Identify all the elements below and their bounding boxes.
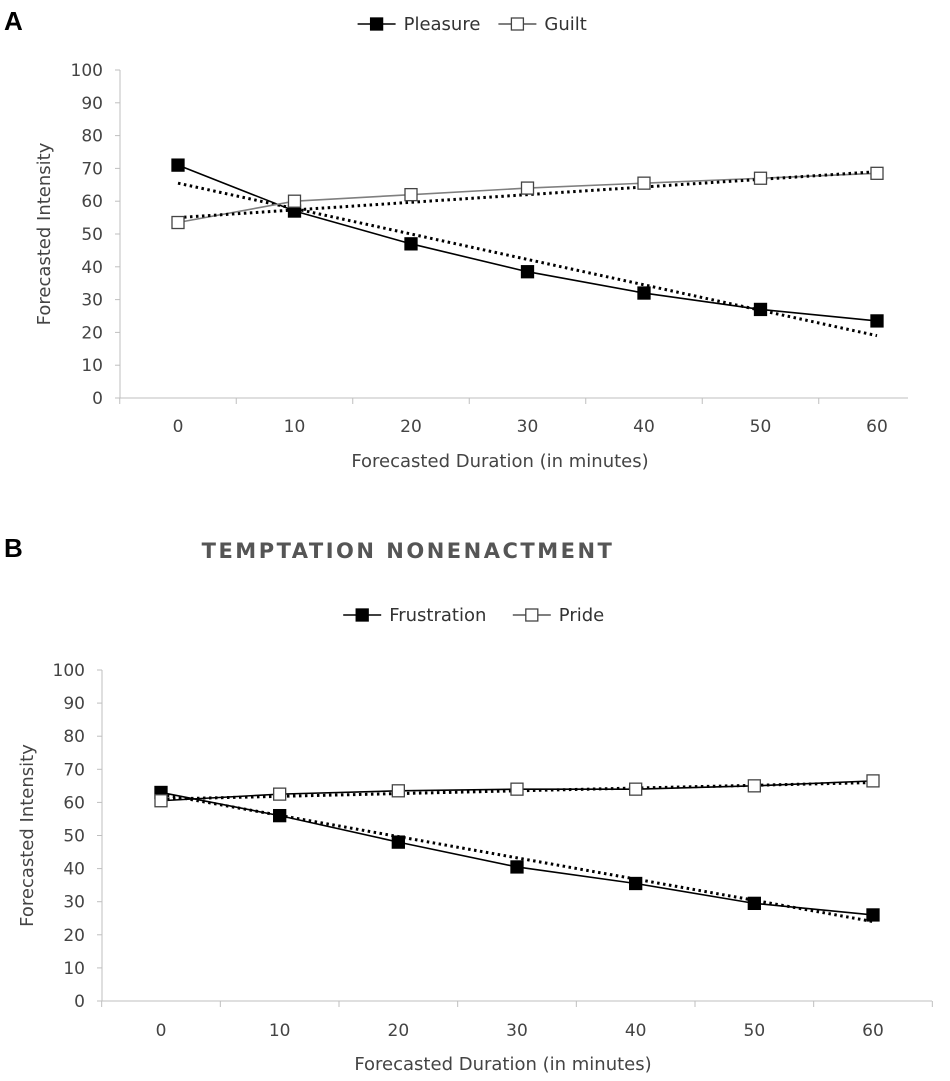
chart-b-series-frustration-point bbox=[391, 835, 405, 849]
chart-b-series-pride-point bbox=[273, 787, 287, 801]
chart-b-x-tick-label: 50 bbox=[744, 1021, 766, 1041]
chart-b-legend-pride-marker bbox=[525, 608, 539, 622]
chart-a-legend-pleasure-marker bbox=[369, 17, 384, 31]
chart-a-series-guilt-point bbox=[287, 194, 302, 208]
chart-b-legend-frustration-label: Frustration bbox=[389, 605, 486, 626]
chart-b-series-pride-point bbox=[391, 784, 405, 798]
chart-b-x-tick-label: 20 bbox=[388, 1021, 410, 1041]
chart-b-y-tick-label: 30 bbox=[63, 893, 85, 913]
chart-a-x-tick-label: 40 bbox=[633, 417, 655, 437]
chart-b-y-axis-title: Forecasted Intensity bbox=[17, 744, 38, 927]
chart-b-series-pride-point bbox=[510, 782, 524, 796]
chart-a-legend-pleasure-label: Pleasure bbox=[404, 14, 481, 35]
chart-b-x-tick-label: 0 bbox=[156, 1021, 167, 1041]
chart-a-x-tick-label: 10 bbox=[284, 417, 306, 437]
chart-b-x-axis-title: Forecasted Duration (in minutes) bbox=[354, 1054, 651, 1075]
chart-a-y-tick-label: 30 bbox=[81, 291, 103, 311]
chart-a-y-tick-label: 50 bbox=[81, 225, 103, 245]
chart-b-series-frustration-point bbox=[866, 908, 880, 922]
chart-a-y-tick-label: 80 bbox=[81, 127, 103, 147]
chart-a-x-tick-label: 50 bbox=[750, 417, 772, 437]
chart-a-series-pleasure-trendline bbox=[177, 181, 878, 338]
chart-b-series-pride-point bbox=[154, 794, 168, 808]
chart-a-x-tick-label: 0 bbox=[173, 417, 184, 437]
chart-a-y-tick-label: 20 bbox=[81, 323, 103, 343]
chart-a-y-tick-label: 10 bbox=[81, 356, 103, 376]
panel-label-a: A bbox=[4, 6, 23, 36]
chart-b-series-pride-point bbox=[866, 774, 880, 788]
chart-b-y-tick-label: 70 bbox=[63, 760, 85, 780]
chart-a-y-tick-label: 0 bbox=[92, 389, 103, 409]
chart-a-series-guilt-point bbox=[404, 187, 418, 202]
chart-a-series-guilt-line bbox=[177, 172, 878, 224]
chart-b-x-tick-label: 30 bbox=[506, 1021, 528, 1041]
chart-b-x-tick-label: 60 bbox=[862, 1021, 884, 1041]
chart-b-series-frustration-point bbox=[510, 860, 524, 874]
chart-a-y-tick-label: 40 bbox=[81, 258, 103, 278]
chart-b-y-tick-label: 10 bbox=[63, 959, 85, 979]
chart-a-series-pleasure-point bbox=[870, 314, 884, 328]
chart-a-series-pleasure-point bbox=[171, 158, 185, 172]
chart-a-series-pleasure-point bbox=[637, 286, 651, 300]
chart-a-series-pleasure-point bbox=[520, 265, 535, 279]
chart-b-series-frustration-line bbox=[160, 791, 874, 916]
chart-a-series-pleasure-point bbox=[404, 237, 418, 251]
chart-a-legend-guilt-marker bbox=[510, 17, 525, 31]
chart-b-y-tick-label: 50 bbox=[63, 827, 85, 847]
chart-a-series-guilt-point bbox=[520, 181, 535, 195]
chart-b-legend-frustration-marker bbox=[355, 608, 369, 622]
chart-b-y-tick-label: 20 bbox=[63, 926, 85, 946]
chart-a-series-guilt-point bbox=[753, 171, 768, 185]
panel-label-b: B bbox=[4, 533, 23, 563]
chart-a-y-tick-label: 100 bbox=[71, 61, 103, 81]
chart-a-series-guilt-point bbox=[637, 176, 651, 190]
chart-b-y-tick-label: 0 bbox=[74, 992, 85, 1012]
chart-a-series-pleasure-point bbox=[753, 302, 768, 317]
chart-b-x-tick-label: 10 bbox=[269, 1021, 291, 1041]
chart-a-x-tick-label: 20 bbox=[400, 417, 422, 437]
chart-b-series-pride-point bbox=[747, 779, 761, 793]
chart-b-y-tick-label: 80 bbox=[63, 727, 85, 747]
chart-b-series-frustration-point bbox=[273, 808, 287, 823]
chart-a-y-axis-title: Forecasted Intensity bbox=[34, 142, 55, 325]
chart-b-legend-pride-label: Pride bbox=[559, 605, 604, 626]
chart-b-series-pride-point bbox=[629, 782, 643, 796]
chart-a-x-axis-title: Forecasted Duration (in minutes) bbox=[351, 451, 648, 472]
chart-b-title: TEMPTATION NONENACTMENT bbox=[202, 539, 615, 563]
chart-b-series-frustration-point bbox=[629, 876, 643, 891]
chart-a-series-guilt-point bbox=[171, 215, 185, 230]
chart-a-legend-guilt-label: Guilt bbox=[544, 14, 586, 35]
chart-b-y-tick-label: 100 bbox=[53, 661, 85, 681]
chart-a-x-tick-label: 30 bbox=[517, 417, 539, 437]
chart-a-x-tick-label: 60 bbox=[866, 417, 888, 437]
chart-a-y-tick-label: 70 bbox=[81, 159, 103, 179]
chart-b-series-frustration-trendline bbox=[160, 792, 874, 924]
chart-a-y-tick-label: 60 bbox=[81, 192, 103, 212]
chart-b-x-tick-label: 40 bbox=[625, 1021, 647, 1041]
chart-b-y-tick-label: 40 bbox=[63, 860, 85, 880]
chart-a-y-tick-label: 90 bbox=[81, 94, 103, 114]
chart-a-series-guilt-point bbox=[870, 166, 884, 180]
chart-b-series-frustration-point bbox=[747, 896, 761, 911]
chart-b-y-tick-label: 60 bbox=[63, 793, 85, 813]
chart-b-y-tick-label: 90 bbox=[63, 694, 85, 714]
